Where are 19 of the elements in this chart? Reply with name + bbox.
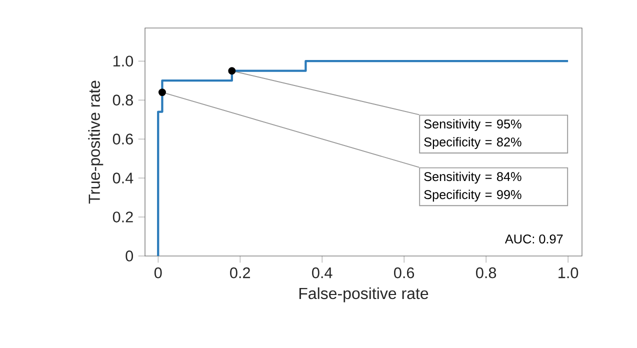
annotation: Specificity = 99% <box>424 190 522 202</box>
annotation: Sensitivity = 95% <box>424 119 522 131</box>
y-tick-label: 0.8 <box>112 94 133 106</box>
y-tick-label: 1.0 <box>113 56 134 67</box>
x-tick-label: 0.2 <box>230 267 250 278</box>
y-tick-label: 0 <box>126 250 134 262</box>
x-tick-label: 1.0 <box>558 267 578 278</box>
x-tick-label: 0.6 <box>394 267 414 278</box>
x-tick-label: 0.8 <box>476 267 496 278</box>
x-tick-label: 0.4 <box>312 267 332 278</box>
y-tick-label: 0.2 <box>112 212 133 222</box>
y-tick-label: 0.4 <box>112 172 134 184</box>
x-axis-title: False-positive rate <box>299 287 428 302</box>
annotation: AUC: 0.97 <box>504 234 563 244</box>
annotation: Sensitivity = 84% <box>424 172 522 184</box>
y-axis-title: True-positive rate <box>88 80 104 204</box>
annotation: Specificity = 82% <box>424 137 522 149</box>
y-tick-label: 0.6 <box>112 134 133 144</box>
x-tick-label: 0 <box>154 267 162 278</box>
